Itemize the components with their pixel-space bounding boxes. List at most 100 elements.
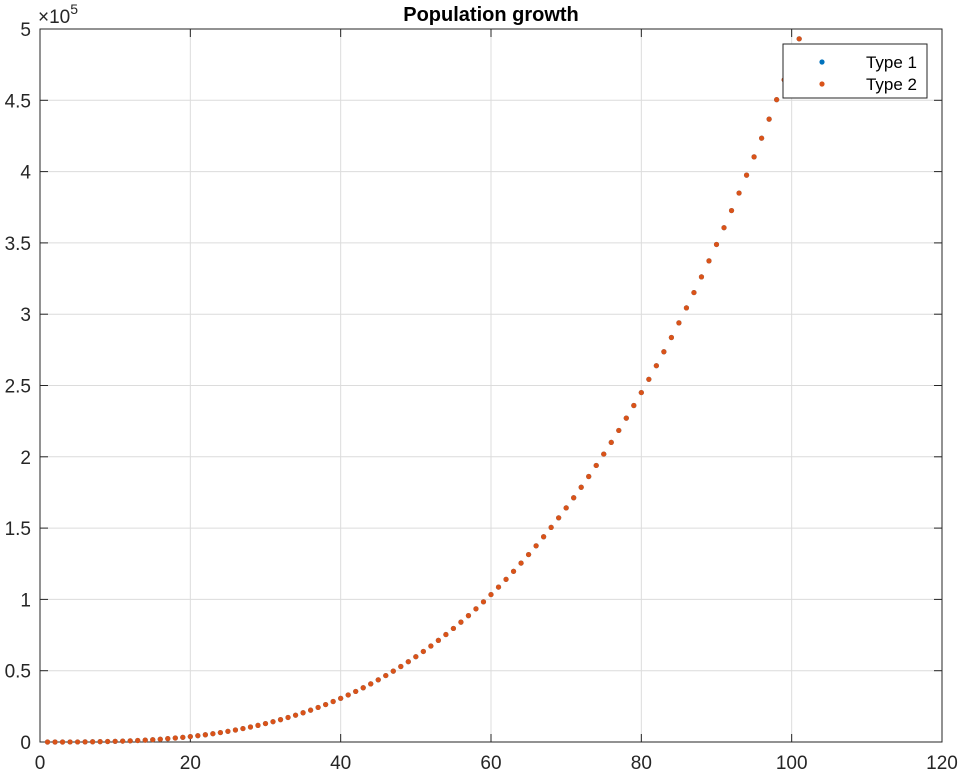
data-point <box>661 349 667 355</box>
data-point <box>631 402 637 409</box>
legend-marker <box>819 59 825 65</box>
y-tick-label: 5 <box>20 20 31 41</box>
data-point <box>277 717 284 723</box>
data-point <box>533 543 539 549</box>
data-point <box>698 274 705 280</box>
data-point <box>353 688 359 695</box>
data-point <box>127 738 133 744</box>
grid <box>39 28 943 743</box>
data-point <box>323 701 329 708</box>
data-point <box>435 637 441 643</box>
data-point <box>728 207 735 214</box>
data-point <box>345 692 351 698</box>
y-tick-label: 4 <box>20 163 31 184</box>
data-point <box>172 735 178 741</box>
chart-title: Population growth <box>403 4 579 26</box>
data-point <box>608 439 614 446</box>
series-layer <box>44 36 802 745</box>
data-point <box>398 663 404 670</box>
data-point <box>120 738 126 744</box>
data-point <box>601 451 607 457</box>
data-point <box>450 625 457 632</box>
data-point <box>443 631 449 638</box>
data-point <box>82 739 88 745</box>
data-point <box>255 722 261 728</box>
data-point <box>676 320 682 326</box>
data-point <box>713 241 720 248</box>
data-point <box>571 495 577 501</box>
legend[interactable]: Type 1 Type 2 <box>782 43 928 99</box>
data-point <box>383 672 389 679</box>
data-point <box>135 737 141 744</box>
data-point <box>518 560 524 566</box>
y-exponent-base: ×10 <box>38 7 70 28</box>
data-point <box>59 739 66 745</box>
legend-label: Type 1 <box>866 53 917 72</box>
data-point <box>743 172 750 178</box>
data-point <box>706 258 712 264</box>
series-2 <box>44 36 802 745</box>
series-1 <box>44 36 802 745</box>
y-tick-label: 0 <box>20 733 31 754</box>
data-point <box>420 648 426 655</box>
data-point <box>202 732 208 738</box>
y-tick-label: 3.5 <box>5 234 31 255</box>
data-point <box>247 724 254 730</box>
data-point <box>165 736 171 742</box>
data-point <box>52 739 58 745</box>
y-axis-exponent: ×105 <box>38 1 78 28</box>
data-point <box>180 734 186 740</box>
data-point <box>691 289 697 296</box>
data-point <box>774 97 780 103</box>
data-point <box>330 698 336 705</box>
data-point <box>97 739 103 745</box>
data-point <box>150 737 156 743</box>
data-point <box>480 599 487 605</box>
data-point <box>270 719 276 725</box>
data-point <box>157 736 163 742</box>
y-tick-label: 4.5 <box>5 91 31 112</box>
data-point <box>751 154 757 160</box>
data-point <box>308 707 314 713</box>
data-point <box>638 389 644 396</box>
data-point <box>473 606 479 612</box>
data-point <box>262 720 269 727</box>
data-point <box>338 695 344 701</box>
y-tick-label: 2.5 <box>5 377 31 398</box>
data-point <box>578 484 584 490</box>
data-point <box>683 305 690 311</box>
legend-entries: Type 1 Type 2 <box>819 53 917 94</box>
data-point <box>405 659 411 665</box>
data-point <box>105 738 111 745</box>
x-tick-label: 100 <box>776 753 808 773</box>
data-point <box>360 685 366 691</box>
data-point <box>240 725 246 732</box>
data-point <box>495 584 502 590</box>
data-point <box>646 376 652 382</box>
data-point <box>225 728 231 734</box>
data-point <box>67 739 73 745</box>
data-point <box>390 668 396 674</box>
data-point <box>315 704 321 711</box>
data-point <box>465 613 472 619</box>
y-tick-label: 3 <box>20 305 31 326</box>
data-point <box>623 415 629 421</box>
data-point <box>759 135 765 141</box>
data-point <box>510 568 517 574</box>
data-point <box>548 524 554 531</box>
data-point <box>488 591 494 598</box>
data-point <box>217 729 223 736</box>
data-point <box>375 677 381 683</box>
axis-ticks: 0 20 40 60 80 100 120 0 0.5 1 1.5 2 2.5 3 3.5 4 4.5 5 <box>5 20 958 773</box>
data-point <box>616 427 622 434</box>
data-point <box>586 473 592 480</box>
legend-marker <box>819 81 825 87</box>
x-tick-label: 120 <box>926 753 958 773</box>
data-point <box>503 576 509 582</box>
data-point <box>593 462 599 469</box>
data-point <box>74 739 81 745</box>
data-point <box>563 505 569 511</box>
x-tick-label: 60 <box>480 753 501 773</box>
data-point <box>766 116 772 122</box>
